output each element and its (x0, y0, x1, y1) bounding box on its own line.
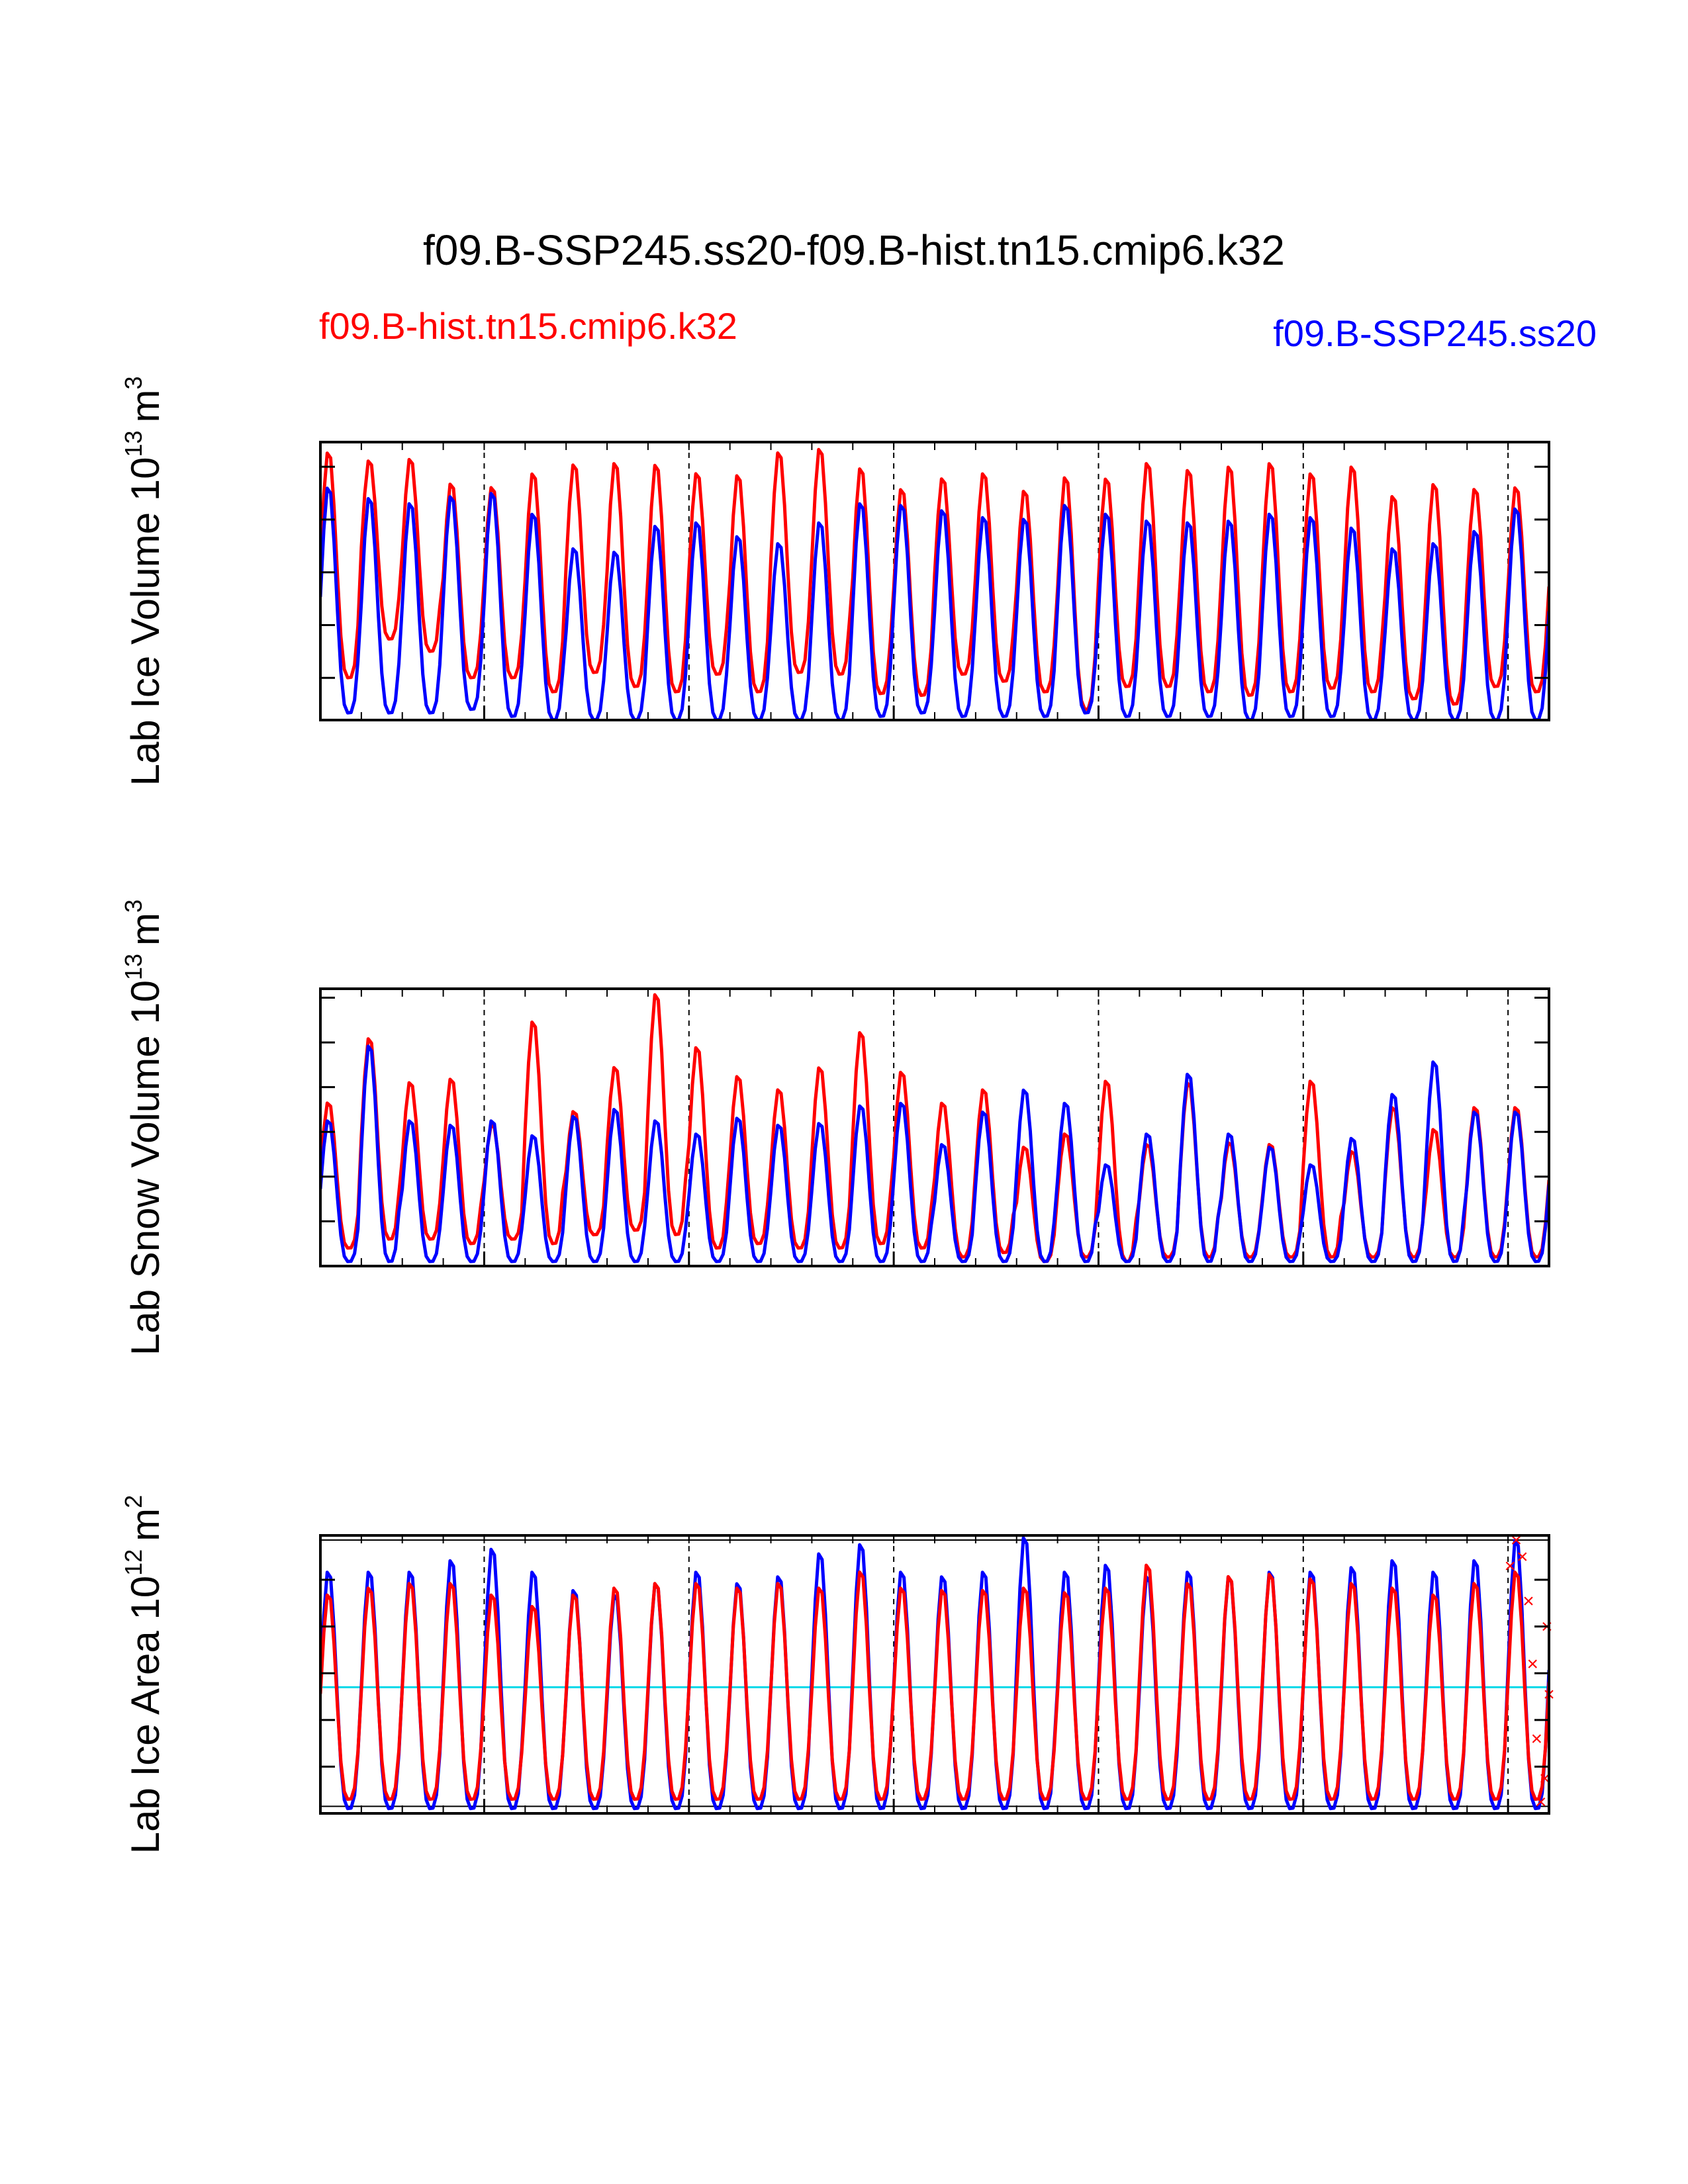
y-axis-title: Lab Ice Volume 1013 m3 (120, 376, 167, 786)
y-axis-title-exponent: 12 (120, 1549, 147, 1576)
y-axis-title-unit: m (123, 913, 167, 946)
y-axis-title-exponent: 13 (120, 954, 147, 980)
panel-ice-volume: Lab Ice Volume 1013 m3 (120, 376, 1550, 786)
data-marker: × (1535, 1791, 1547, 1813)
data-marker: × (1526, 1653, 1538, 1675)
y-axis-title: Lab Ice Area 1012 m2 (120, 1495, 167, 1854)
panel-snow-volume: Lab Snow Volume 1013 m3 (120, 899, 1550, 1355)
y-axis-title-unit-exponent: 3 (120, 376, 147, 389)
series-line-blue (320, 486, 1549, 720)
y-axis-title-exponent: 13 (120, 430, 147, 457)
data-marker: × (1504, 1555, 1516, 1577)
data-marker: × (1531, 1728, 1543, 1750)
figure-title: f09.B-SSP245.ss20-f09.B-hist.tn15.cmip6.… (423, 226, 1285, 274)
panel-ice-area: ××××××××××Lab Ice Area 1012m2 (120, 1495, 1555, 1854)
y-axis-title: Lab Snow Volume 1013 m3 (120, 899, 167, 1355)
y-axis-title-unit: m (123, 1508, 167, 1541)
y-axis-title-main: Lab Ice Volume 10 (123, 457, 167, 786)
y-axis-title-unit: m (123, 389, 167, 422)
y-axis-title-main: Lab Snow Volume 10 (123, 980, 167, 1355)
y-axis-title-main: Lab Ice Area 10 (123, 1576, 167, 1854)
y-axis-title-unit-exponent: 3 (120, 899, 147, 913)
legend-red-case: f09.B-hist.tn15.cmip6.k32 (319, 305, 737, 347)
y-axis-title-unit-exponent: 2 (120, 1495, 147, 1508)
series-line-blue (320, 1044, 1549, 1263)
legend-blue-case: f09.B-SSP245.ss20 (1273, 312, 1597, 354)
series-line-red (320, 1563, 1549, 1801)
data-marker: × (1517, 1546, 1528, 1568)
data-marker: × (1523, 1590, 1534, 1612)
series-line-red (320, 447, 1549, 711)
